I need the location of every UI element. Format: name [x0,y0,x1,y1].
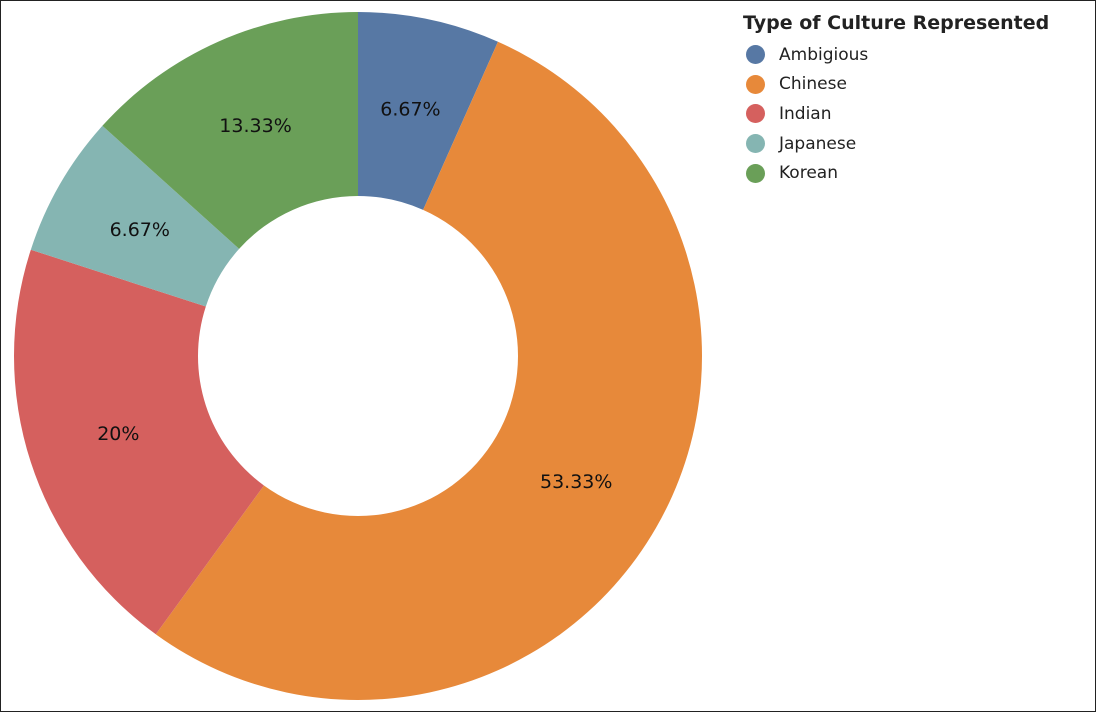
legend-label-indian: Indian [779,103,832,124]
donut-slice-korean[interactable] [102,12,358,249]
legend-item-ambigious[interactable]: Ambigious [743,40,1049,70]
slice-label-chinese: 53.33% [540,471,612,493]
legend-label-japanese: Japanese [779,133,857,154]
slice-label-indian: 20% [97,423,139,445]
donut-slice-ambigious[interactable] [358,12,498,210]
donut-slice-japanese[interactable] [30,125,240,307]
legend-swatch-chinese [746,74,765,94]
legend-item-chinese[interactable]: Chinese [743,70,1049,100]
slice-label-japanese: 6.67% [110,219,170,241]
legend: Type of Culture Represented Ambigious Ch… [743,12,1049,188]
slice-label-ambigious: 6.67% [380,99,440,121]
legend-item-japanese[interactable]: Japanese [743,129,1049,159]
slice-label-korean: 13.33% [219,115,291,137]
legend-swatch-ambigious [746,45,765,65]
legend-swatch-japanese [746,134,765,154]
donut-slice-chinese[interactable] [155,41,703,701]
legend-title: Type of Culture Represented [743,12,1050,34]
legend-swatch-korean [746,163,765,183]
legend-swatch-indian [746,104,765,124]
donut-slice-indian[interactable] [14,249,264,635]
legend-item-korean[interactable]: Korean [743,158,1049,188]
legend-item-indian[interactable]: Indian [743,99,1049,129]
legend-label-korean: Korean [779,163,838,184]
legend-label-chinese: Chinese [779,74,847,95]
legend-label-ambigious: Ambigious [779,44,869,65]
